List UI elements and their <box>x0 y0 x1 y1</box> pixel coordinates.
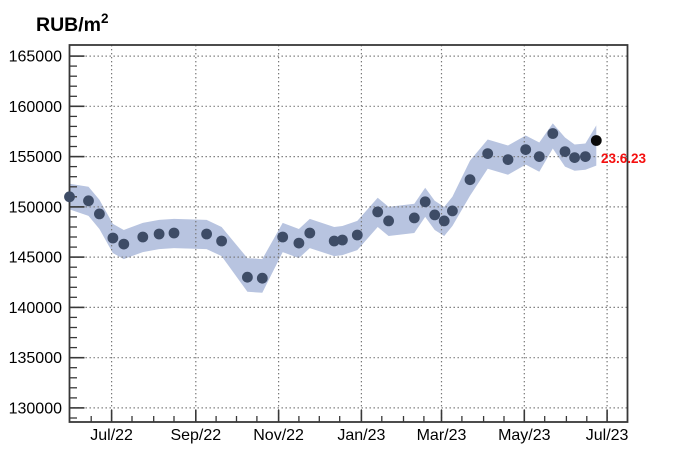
data-point <box>438 215 450 227</box>
last-point-date-label: 23.6.23 <box>601 151 647 166</box>
data-point-last <box>590 135 602 146</box>
y-tick-label: 135000 <box>9 350 62 367</box>
data-point <box>533 151 545 163</box>
data-point <box>83 195 94 207</box>
data-point <box>256 272 268 284</box>
data-point <box>547 128 559 139</box>
data-point <box>429 209 441 221</box>
data-point <box>351 229 363 241</box>
data-point <box>337 234 348 246</box>
data-point <box>201 228 213 240</box>
x-tick-label: Nov/22 <box>253 427 304 444</box>
data-point <box>293 237 305 249</box>
y-tick-label: 160000 <box>9 99 62 116</box>
data-point <box>328 235 340 247</box>
data-point <box>118 238 130 250</box>
confidence-band <box>69 123 597 293</box>
data-point <box>580 151 591 163</box>
data-point <box>419 196 431 208</box>
data-point <box>408 212 420 224</box>
x-tick-label: Jan/23 <box>337 427 385 444</box>
data-point <box>447 205 458 217</box>
plot-frame <box>68 44 629 423</box>
x-tick-label: May/23 <box>498 427 551 444</box>
data-point <box>277 231 289 243</box>
data-point <box>168 227 180 239</box>
chart-title-base: RUB/m <box>36 14 101 36</box>
data-point <box>137 231 149 243</box>
data-point <box>520 144 532 156</box>
chart-title-superscript: 2 <box>101 11 109 26</box>
y-tick-label: 140000 <box>9 300 62 317</box>
data-point <box>153 228 165 240</box>
x-tick-label: Jul/23 <box>586 427 629 444</box>
x-tick-label: Jul/22 <box>90 427 133 444</box>
data-point <box>372 206 384 218</box>
data-point <box>107 232 119 244</box>
data-point <box>383 215 394 227</box>
confidence-band-layer <box>69 123 597 293</box>
y-tick-label: 155000 <box>9 149 62 166</box>
data-point <box>502 154 514 166</box>
data-point <box>464 174 476 186</box>
y-tick-label: 150000 <box>9 199 62 216</box>
data-point <box>569 152 580 164</box>
data-point <box>304 227 316 239</box>
data-point <box>242 271 253 283</box>
x-tick-label: Mar/23 <box>417 427 467 444</box>
data-point-layer <box>64 128 602 284</box>
data-point <box>482 148 494 160</box>
data-point <box>94 208 105 220</box>
tick-layer <box>69 55 608 422</box>
data-point <box>559 146 571 158</box>
x-tick-label: Sep/22 <box>170 427 221 444</box>
y-tick-label: 130000 <box>9 400 62 417</box>
y-tick-label: 145000 <box>9 250 62 267</box>
y-tick-label: 165000 <box>9 49 62 66</box>
chart-title: RUB/m2 <box>36 11 109 36</box>
axis-label-layer: 130000 135000 140000 145000 150000 155000 1600… <box>9 49 629 444</box>
data-point <box>216 235 228 247</box>
data-point <box>64 191 75 203</box>
